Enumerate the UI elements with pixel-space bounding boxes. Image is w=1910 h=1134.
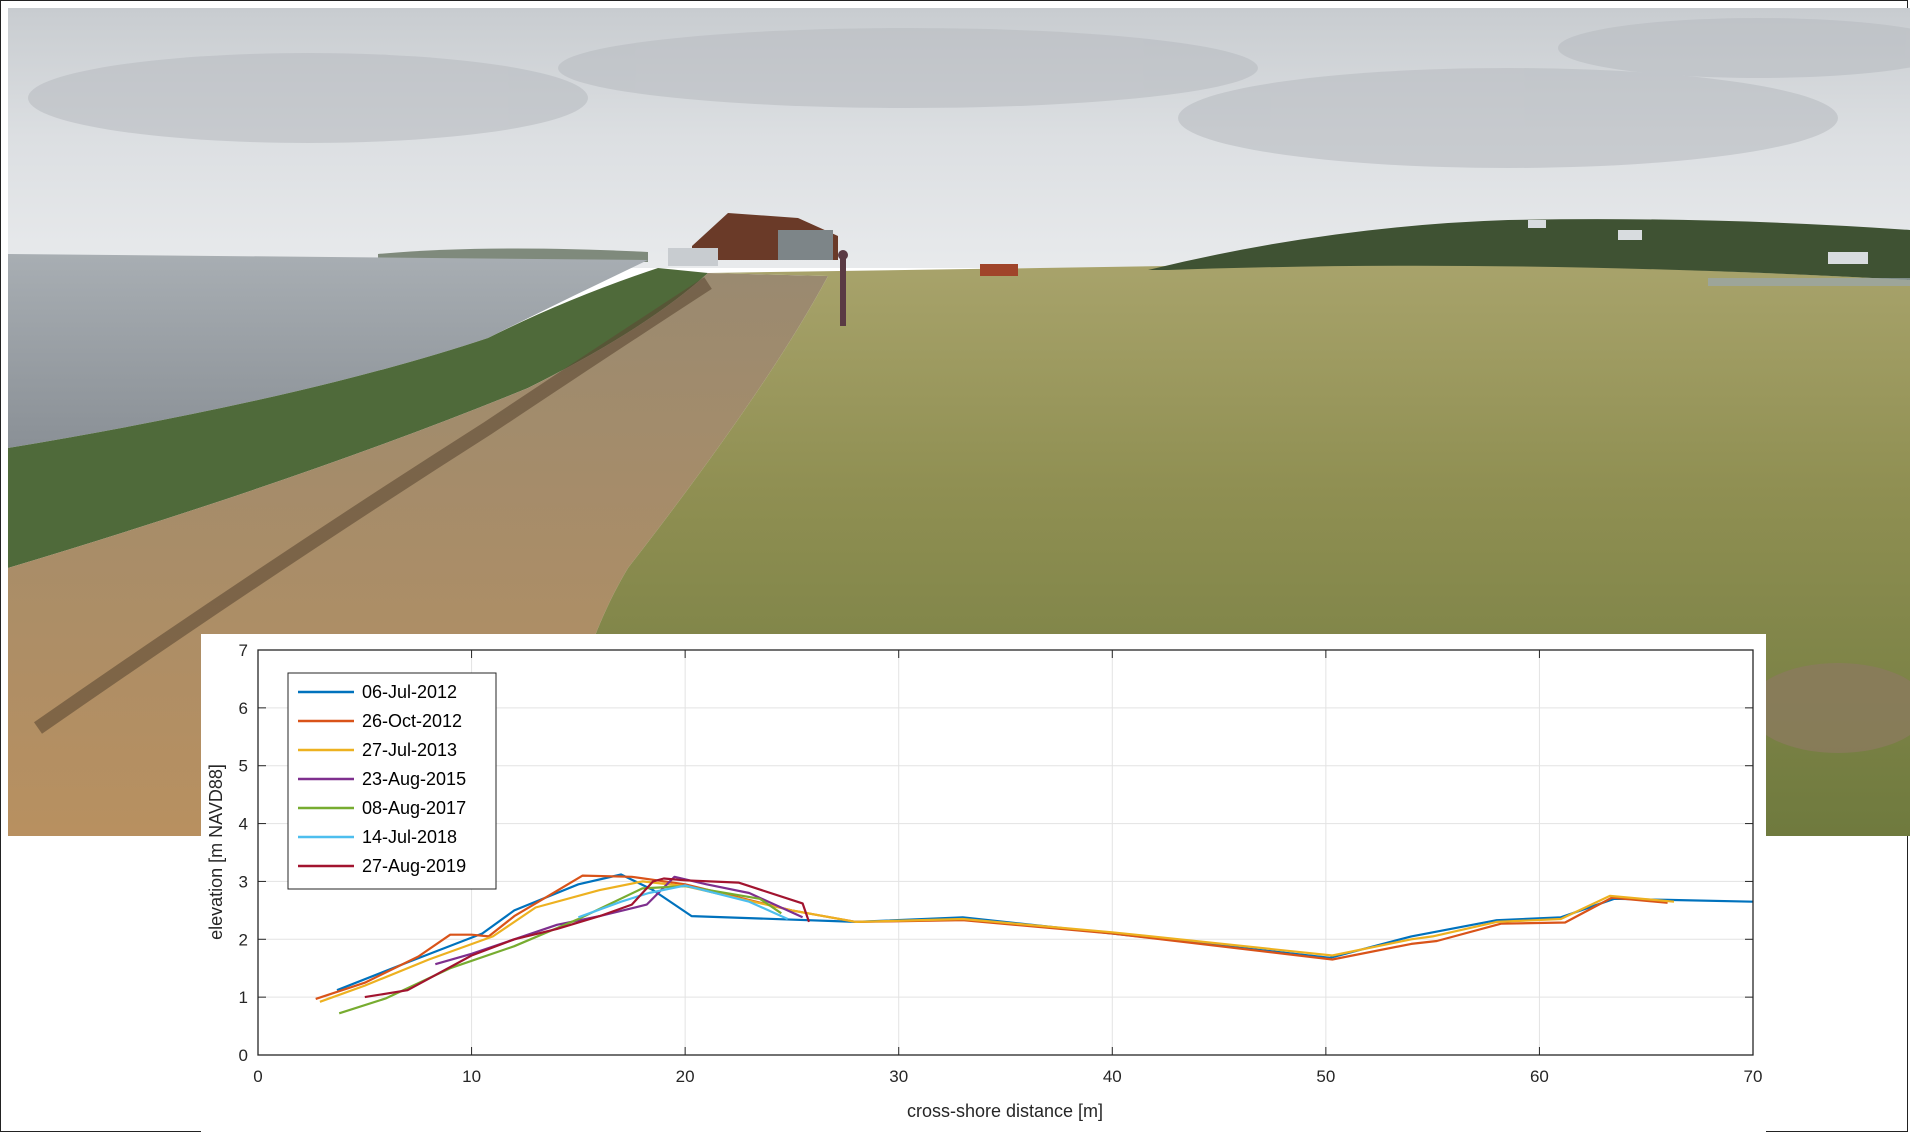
y-tick-label: 5 <box>239 757 248 776</box>
axes-box <box>257 649 1754 1056</box>
y-tick-label: 2 <box>239 930 248 949</box>
x-tick-label: 50 <box>1316 1067 1335 1086</box>
x-axis-label: cross-shore distance [m] <box>907 1101 1103 1121</box>
y-tick-label: 1 <box>239 988 248 1007</box>
x-tick-label: 20 <box>676 1067 695 1086</box>
x-tick-label: 60 <box>1530 1067 1549 1086</box>
y-tick-label: 6 <box>239 699 248 718</box>
legend-label: 27-Jul-2013 <box>362 740 457 760</box>
sea <box>8 254 648 448</box>
y-tick-label: 3 <box>239 872 248 891</box>
x-tick-label: 0 <box>253 1067 262 1086</box>
legend-label: 23-Aug-2015 <box>362 769 466 789</box>
ticks: 0 10 20 30 40 50 60 70 0 1 2 3 4 5 6 7 <box>239 641 1763 1086</box>
series-line-08-aug-2017 <box>338 884 782 1015</box>
x-tick-label: 30 <box>889 1067 908 1086</box>
legend-box <box>287 672 497 890</box>
legend-label: 14-Jul-2018 <box>362 827 457 847</box>
clouds <box>28 18 1910 168</box>
bluff-vegetation <box>8 268 708 568</box>
series-line-27-jul-2013 <box>319 880 1675 1003</box>
series-line-27-aug-2019 <box>364 877 811 999</box>
x-tick-label: 40 <box>1103 1067 1122 1086</box>
legend: 06-Jul-2012 26-Oct-2012 27-Jul-2013 23-Aug-… <box>287 672 497 890</box>
person <box>840 258 846 326</box>
series-line-14-jul-2018 <box>578 884 789 921</box>
legend-label: 06-Jul-2012 <box>362 682 457 702</box>
legend-label: 27-Aug-2019 <box>362 856 466 876</box>
legend-label: 08-Aug-2017 <box>362 798 466 818</box>
x-tick-label: 10 <box>462 1067 481 1086</box>
y-tick-label: 7 <box>239 641 248 660</box>
hillside <box>1148 219 1910 280</box>
legend-label: 26-Oct-2012 <box>362 711 462 731</box>
y-tick-label: 0 <box>239 1046 248 1065</box>
y-axis-label: elevation [m NAVD88] <box>206 764 226 940</box>
x-tick-label: 70 <box>1744 1067 1763 1086</box>
series-lines <box>315 873 1754 1015</box>
building <box>668 213 838 266</box>
y-tick-label: 4 <box>239 815 248 834</box>
shipping-container <box>980 264 1018 276</box>
